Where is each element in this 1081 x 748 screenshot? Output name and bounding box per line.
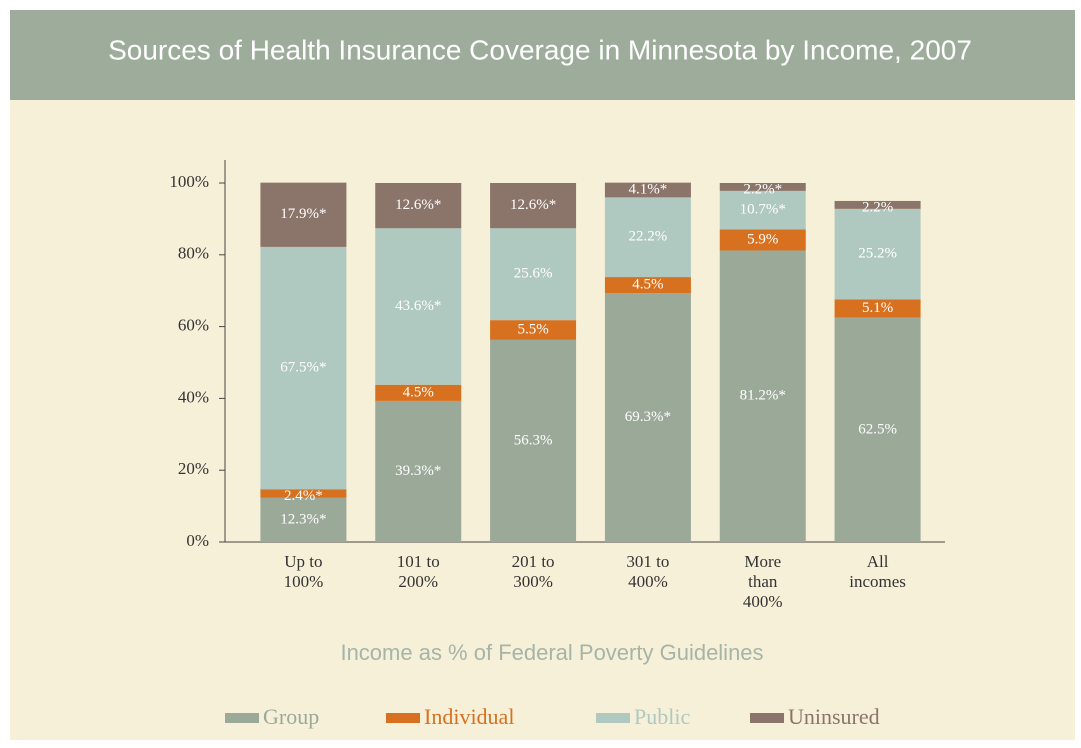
bar-segment bbox=[375, 183, 462, 229]
legend-label: Individual bbox=[424, 704, 514, 729]
x-tick-label: than bbox=[748, 572, 778, 591]
bar-segment bbox=[490, 339, 577, 542]
x-tick-label: 400% bbox=[628, 572, 668, 591]
value-label: 12.6%* bbox=[510, 197, 556, 213]
value-label: 39.3%* bbox=[395, 463, 441, 479]
legend-label: Group bbox=[263, 704, 319, 729]
value-label: 62.5% bbox=[858, 421, 897, 437]
value-label: 17.9%* bbox=[280, 206, 326, 222]
legend-swatch bbox=[750, 713, 784, 723]
bar-segment bbox=[260, 182, 347, 247]
value-label: 5.5% bbox=[517, 321, 548, 337]
legend-swatch bbox=[225, 713, 259, 723]
value-label: 25.2% bbox=[858, 246, 897, 262]
bar-segment bbox=[719, 190, 806, 230]
bar-segment bbox=[375, 228, 462, 385]
bar-segment bbox=[490, 320, 577, 340]
y-tick-label: 20% bbox=[178, 459, 209, 478]
bar-segment bbox=[719, 229, 806, 251]
bar-segment bbox=[719, 250, 806, 542]
bar-segment bbox=[260, 497, 347, 542]
y-tick-label: 40% bbox=[178, 387, 209, 406]
bar-segment bbox=[834, 208, 921, 300]
value-label: 25.6% bbox=[514, 266, 553, 282]
value-label: 4.5% bbox=[632, 277, 663, 293]
bar-segment bbox=[719, 183, 806, 191]
value-label: 56.3% bbox=[514, 432, 553, 448]
x-tick-label: 200% bbox=[398, 572, 438, 591]
bar-segment bbox=[604, 197, 691, 278]
value-label: 67.5%* bbox=[280, 360, 326, 376]
bar-segment bbox=[375, 400, 462, 542]
value-label: 5.1% bbox=[862, 300, 893, 316]
value-label: 81.2%* bbox=[740, 388, 786, 404]
y-tick-label: 60% bbox=[178, 316, 209, 335]
value-label: 12.6%* bbox=[395, 197, 441, 213]
bar-segment bbox=[260, 489, 347, 498]
value-label: 43.6%* bbox=[395, 298, 441, 314]
value-label: 5.9% bbox=[747, 231, 778, 247]
bar-segment bbox=[834, 317, 921, 542]
legend-label: Public bbox=[634, 704, 690, 729]
value-label: 2.2% bbox=[862, 199, 893, 215]
value-label: 69.3%* bbox=[625, 409, 671, 425]
value-label: 4.5% bbox=[403, 384, 434, 400]
x-tick-label: incomes bbox=[849, 572, 906, 591]
x-tick-label: 100% bbox=[284, 572, 324, 591]
bar-segment bbox=[490, 183, 577, 229]
y-tick-label: 100% bbox=[169, 172, 209, 191]
x-tick-label: 201 to bbox=[512, 552, 555, 571]
value-label: 2.4%* bbox=[284, 488, 323, 504]
bar-segment bbox=[604, 293, 691, 542]
x-axis-title: Income as % of Federal Poverty Guideline… bbox=[340, 640, 763, 665]
bar-segment bbox=[834, 299, 921, 318]
value-label: 22.2% bbox=[629, 229, 668, 245]
value-label: 12.3%* bbox=[280, 511, 326, 527]
value-label: 2.2%* bbox=[743, 181, 782, 197]
x-tick-label: 101 to bbox=[397, 552, 440, 571]
x-tick-label: More bbox=[744, 552, 781, 571]
x-tick-label: All bbox=[867, 552, 889, 571]
x-tick-label: 300% bbox=[513, 572, 553, 591]
x-tick-label: 400% bbox=[743, 592, 783, 611]
chart-title: Sources of Health Insurance Coverage in … bbox=[108, 34, 972, 65]
y-tick-label: 80% bbox=[178, 244, 209, 263]
legend-label: Uninsured bbox=[788, 704, 880, 729]
x-tick-label: Up to bbox=[284, 552, 322, 571]
bar-segment bbox=[834, 200, 921, 209]
bar-segment bbox=[260, 246, 347, 490]
legend-swatch bbox=[596, 713, 630, 723]
value-label: 10.7%* bbox=[740, 202, 786, 218]
x-tick-label: 301 to bbox=[626, 552, 669, 571]
bar-segment bbox=[490, 228, 577, 321]
bar-segment bbox=[604, 182, 691, 198]
value-label: 4.1%* bbox=[629, 181, 668, 197]
y-tick-label: 0% bbox=[186, 531, 209, 550]
bar-segment bbox=[375, 384, 462, 401]
title-band bbox=[10, 10, 1075, 100]
legend-swatch bbox=[386, 713, 420, 723]
bar-segment bbox=[604, 277, 691, 294]
